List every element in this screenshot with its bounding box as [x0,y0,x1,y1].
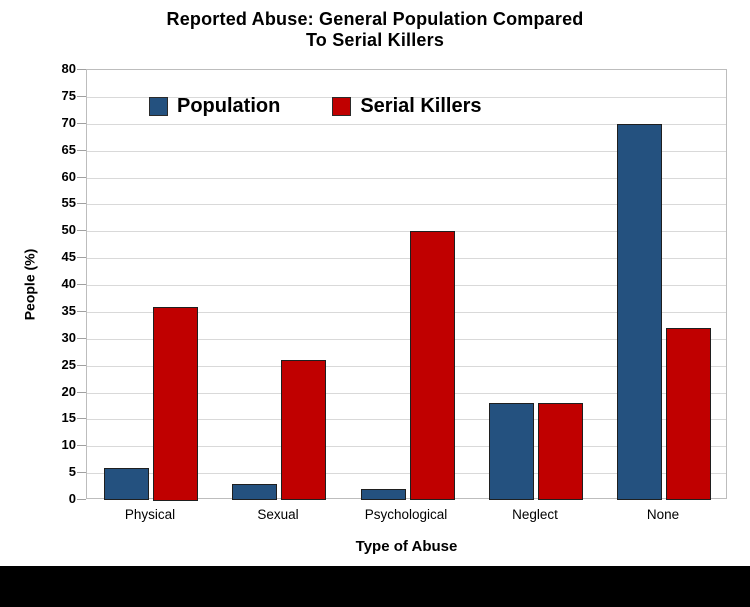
chart-title: Reported Abuse: General Population Compa… [0,9,750,51]
legend-item-serial-killers: Serial Killers [332,95,482,118]
y-tick-label-30: 30 [61,330,76,345]
y-tick-label-10: 10 [61,437,76,452]
bar-population-neglect [489,403,534,500]
y-tick-label-35: 35 [61,303,76,318]
y-tick-label-25: 25 [61,357,76,372]
chart-title-line-1: Reported Abuse: General Population Compa… [166,9,584,29]
y-tick-label-50: 50 [61,222,76,237]
gridline-70 [87,124,726,125]
y-tick-mark-5 [77,472,86,473]
y-tick-mark-70 [77,123,86,124]
y-tick-label-55: 55 [61,195,76,210]
gridline-55 [87,204,726,205]
plot-area: Population Serial Killers [86,69,727,501]
legend-swatch-serial-killers [332,97,352,116]
y-tick-label-75: 75 [61,88,76,103]
y-tick-mark-10 [77,445,86,446]
x-tick-label-neglect: Neglect [512,507,558,522]
y-tick-mark-55 [77,203,86,204]
y-tick-mark-20 [77,392,86,393]
y-tick-mark-35 [77,311,86,312]
footer-black-bar [0,566,750,607]
x-tick-label-psychological: Psychological [364,507,448,522]
y-tick-mark-60 [77,177,86,178]
y-tick-label-0: 0 [68,491,76,506]
bar-serial-killers-physical [153,307,198,501]
bar-serial-killers-none [666,328,711,500]
bar-serial-killers-sexual [281,360,326,500]
bar-serial-killers-psychological [410,231,455,500]
gridline-25 [87,366,726,367]
legend-label-population: Population [177,95,281,117]
y-tick-mark-75 [77,96,86,97]
y-tick-mark-80 [77,69,86,70]
x-tick-label-physical: Physical [124,507,176,522]
gridline-5 [87,473,726,474]
y-tick-label-45: 45 [61,249,76,264]
y-tick-mark-65 [77,150,86,151]
y-tick-mark-15 [77,418,86,419]
bar-population-none [617,124,662,500]
y-tick-label-5: 5 [68,464,76,479]
y-tick-mark-50 [77,230,86,231]
bar-population-psychological [361,489,406,500]
gridline-45 [87,258,726,259]
gridline-20 [87,393,726,394]
x-axis-title: Type of Abuse [355,538,458,555]
y-tick-label-60: 60 [61,169,76,184]
legend-item-population: Population [149,95,280,118]
y-tick-label-15: 15 [61,410,76,425]
legend-label-serial-killers: Serial Killers [360,95,482,117]
bar-population-sexual [232,484,277,500]
gridline-60 [87,178,726,179]
y-tick-mark-40 [77,284,86,285]
gridline-50 [87,231,726,232]
y-tick-mark-45 [77,257,86,258]
y-tick-mark-30 [77,338,86,339]
gridline-40 [87,285,726,286]
y-tick-label-20: 20 [61,384,76,399]
chart-title-line-2: To Serial Killers [305,30,445,50]
gridline-15 [87,419,726,420]
y-tick-label-70: 70 [61,115,76,130]
x-tick-label-sexual: Sexual [257,507,299,522]
y-tick-label-65: 65 [61,142,76,157]
y-tick-mark-25 [77,365,86,366]
gridline-30 [87,339,726,340]
legend-swatch-population [149,97,168,116]
y-tick-label-40: 40 [61,276,76,291]
bar-population-physical [104,468,149,500]
gridline-75 [87,97,726,98]
bar-serial-killers-neglect [538,403,583,500]
legend: Population Serial Killers [149,95,482,118]
gridline-35 [87,312,726,313]
gridline-65 [87,151,726,152]
y-tick-mark-0 [77,499,86,500]
y-tick-label-80: 80 [61,61,76,76]
gridline-10 [87,446,726,447]
x-tick-label-none: None [646,507,680,522]
